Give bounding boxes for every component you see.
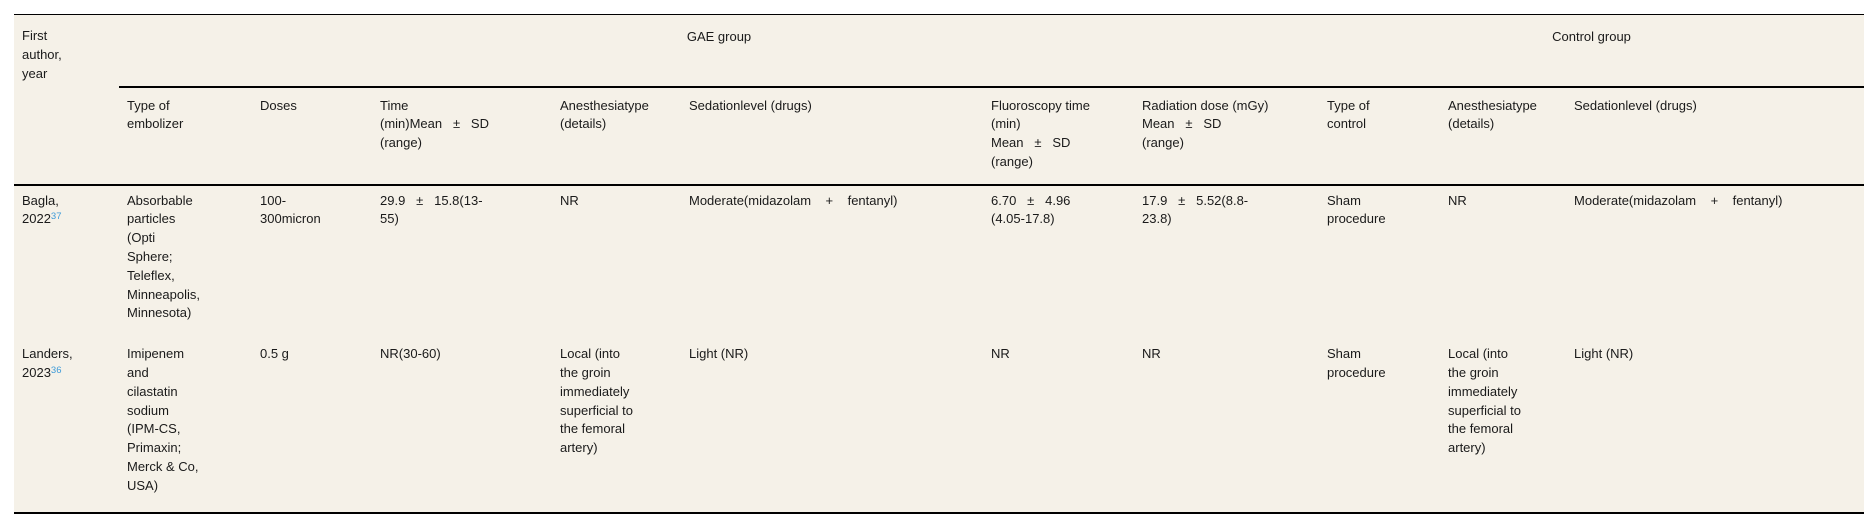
cell-fluoroscopy-time: 6.70 ± 4.96 (4.05-17.8) [991,192,1071,227]
header-sedation-level-gae: Sedationlevel (drugs) [681,86,983,186]
cell-anesthesia-control: Local (into the groin immediately superf… [1448,346,1521,456]
citation-link[interactable]: 37 [50,211,62,223]
cell-control-type: Sham procedure [1327,192,1386,227]
cell-fluoroscopy-time: NR [991,346,1010,362]
cell-time: 29.9 ± 15.8(13- 55) [380,192,483,227]
cell-anesthesia-gae: NR [560,192,579,208]
cell-embolizer: Absorbable particles (Opti Sphere; Telef… [127,192,200,321]
cell-sedation-control: Moderate(midazolam + fentanyl) [1574,192,1783,208]
cell-anesthesia-control: NR [1448,192,1467,208]
header-sedation-level-control: Sedationlevel (drugs) [1566,86,1864,186]
header-anesthesia-type-control: Anesthesiatype (details) [1440,86,1567,186]
header-time: Time (min)Mean ± SD (range) [372,86,552,186]
cell-anesthesia-gae: Local (into the groin immediately superf… [560,346,633,456]
cell-radiation-dose: 17.9 ± 5.52(8.8- 23.8) [1142,192,1249,227]
cell-sedation-gae: Light (NR) [689,346,749,362]
cell-sedation-control: Light (NR) [1574,346,1634,362]
header-first-author-year: First author, year [14,14,119,186]
cell-doses: 100- 300micron [260,192,321,227]
header-fluoroscopy-time: Fluoroscopy time (min) Mean ± SD (range) [983,86,1134,186]
header-control-group: Control group [1319,14,1864,88]
header-type-of-embolizer: Type of embolizer [119,86,252,186]
author-name: Bagla, 2022 [22,192,59,227]
cell-embolizer: Imipenem and cilastatin sodium (IPM-CS, … [127,346,199,493]
group-header-row: First author, year GAE group Control gro… [14,14,1864,186]
header-gae-group: GAE group [119,14,1320,88]
cell-radiation-dose: NR [1142,346,1161,362]
citation-link[interactable]: 36 [50,365,62,377]
column-header-row: Type of embolizer Doses Time (min)Mean ±… [14,86,1864,186]
cell-time: NR(30-60) [380,346,441,362]
header-doses: Doses [252,86,372,186]
cell-control-type: Sham procedure [1327,346,1386,381]
cell-author: Landers, 202336 [14,339,119,512]
table-row-landers-2023: Landers, 202336 Imipenem and cilastatin … [14,339,1864,512]
author-name: Landers, 2023 [22,346,73,381]
cell-sedation-gae: Moderate(midazolam + fentanyl) [689,192,898,208]
header-radiation-dose: Radiation dose (mGy) Mean ± SD (range) [1134,86,1320,186]
study-characteristics-table: First author, year GAE group Control gro… [14,14,1864,514]
cell-author: Bagla, 202237 [14,185,119,340]
table-row-bagla-2022: Bagla, 202237 Absorbable particles (Opti… [14,185,1864,340]
cell-doses: 0.5 g [260,346,289,362]
header-anesthesia-type-gae: Anesthesiatype (details) [552,86,681,186]
header-type-of-control: Type of control [1319,86,1441,186]
